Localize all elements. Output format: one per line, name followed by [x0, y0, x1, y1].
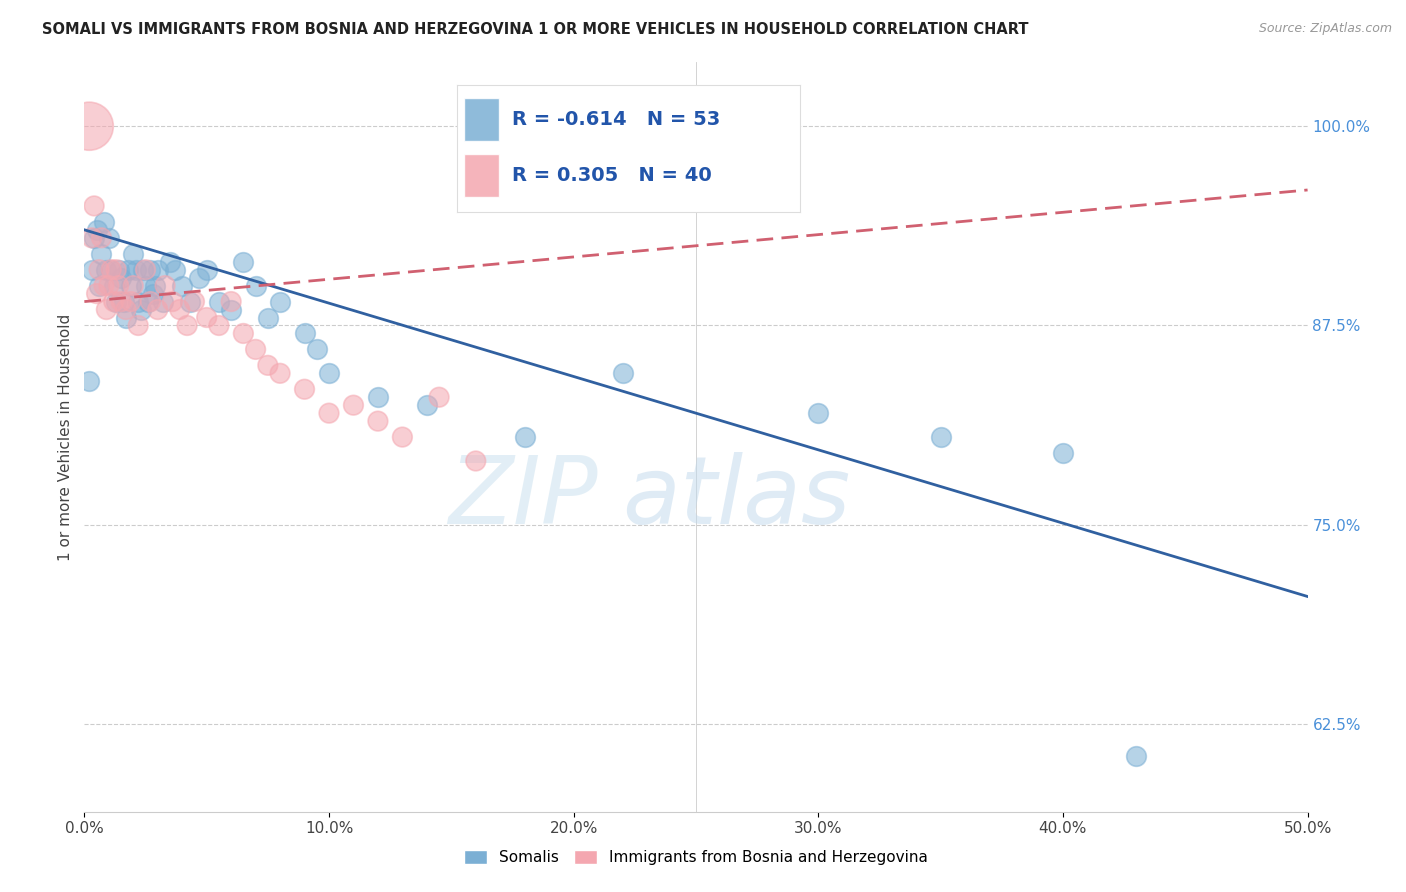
- Point: [80, 231, 103, 245]
- Point: [219, 294, 242, 309]
- Point: [77, 374, 100, 388]
- Point: [172, 278, 194, 293]
- Point: [127, 294, 149, 309]
- Point: [929, 430, 952, 444]
- Point: [86, 223, 108, 237]
- Point: [105, 294, 128, 309]
- Point: [1125, 748, 1147, 763]
- Point: [80, 262, 103, 277]
- Point: [427, 390, 450, 404]
- Point: [135, 262, 157, 277]
- Point: [83, 199, 105, 213]
- Point: [142, 286, 165, 301]
- Point: [152, 294, 174, 309]
- Point: [112, 294, 135, 309]
- Point: [135, 278, 157, 293]
- Point: [232, 254, 254, 268]
- Point: [146, 302, 169, 317]
- Point: [208, 318, 231, 333]
- Point: [257, 310, 280, 325]
- Point: [115, 302, 138, 317]
- Point: [87, 278, 110, 293]
- Point: [103, 294, 125, 309]
- Point: [257, 359, 280, 373]
- Point: [120, 278, 142, 293]
- Point: [342, 398, 364, 412]
- Point: [146, 262, 169, 277]
- Point: [391, 430, 413, 444]
- Text: SOMALI VS IMMIGRANTS FROM BOSNIA AND HERZEGOVINA 1 OR MORE VEHICLES IN HOUSEHOLD: SOMALI VS IMMIGRANTS FROM BOSNIA AND HER…: [42, 22, 1029, 37]
- Point: [105, 262, 128, 277]
- Point: [159, 254, 181, 268]
- Point: [110, 294, 132, 309]
- Text: atlas: atlas: [623, 451, 851, 542]
- Point: [100, 262, 122, 277]
- Point: [162, 294, 184, 309]
- Point: [97, 278, 120, 293]
- Point: [117, 262, 139, 277]
- Point: [139, 262, 162, 277]
- Point: [96, 302, 118, 317]
- Point: [127, 318, 149, 333]
- Point: [464, 454, 486, 468]
- Point: [232, 326, 254, 341]
- Point: [208, 294, 231, 309]
- Legend: Somalis, Immigrants from Bosnia and Herzegovina: Somalis, Immigrants from Bosnia and Herz…: [458, 844, 934, 871]
- Point: [77, 119, 100, 133]
- Point: [513, 430, 536, 444]
- Point: [163, 262, 186, 277]
- Point: [195, 310, 218, 325]
- Text: Source: ZipAtlas.com: Source: ZipAtlas.com: [1258, 22, 1392, 36]
- Text: ZIP: ZIP: [449, 451, 598, 542]
- Point: [90, 246, 112, 260]
- Point: [179, 294, 201, 309]
- Point: [219, 302, 242, 317]
- Point: [122, 246, 145, 260]
- Point: [115, 310, 138, 325]
- Point: [136, 294, 159, 309]
- Point: [100, 262, 122, 277]
- Point: [90, 231, 112, 245]
- Point: [183, 294, 205, 309]
- Point: [86, 286, 108, 301]
- Point: [269, 367, 291, 381]
- Point: [132, 262, 155, 277]
- Point: [139, 294, 162, 309]
- Point: [125, 262, 148, 277]
- Point: [169, 302, 191, 317]
- Point: [122, 278, 145, 293]
- Point: [110, 270, 132, 285]
- Point: [120, 294, 142, 309]
- Point: [188, 270, 211, 285]
- Point: [305, 343, 328, 357]
- Point: [83, 231, 105, 245]
- Point: [318, 367, 340, 381]
- Point: [367, 390, 389, 404]
- Point: [143, 278, 166, 293]
- Point: [93, 278, 115, 293]
- Point: [245, 278, 267, 293]
- Point: [612, 367, 634, 381]
- Point: [294, 382, 316, 396]
- Point: [195, 262, 218, 277]
- Point: [107, 262, 129, 277]
- Point: [269, 294, 291, 309]
- Point: [93, 215, 115, 229]
- Point: [103, 278, 125, 293]
- Point: [97, 231, 120, 245]
- Point: [807, 406, 830, 420]
- Point: [245, 343, 267, 357]
- Point: [96, 262, 118, 277]
- Point: [176, 318, 198, 333]
- Point: [107, 278, 129, 293]
- Point: [318, 406, 340, 420]
- Point: [87, 262, 110, 277]
- Point: [153, 278, 176, 293]
- Point: [294, 326, 316, 341]
- Point: [416, 398, 439, 412]
- Point: [129, 302, 152, 317]
- Point: [1052, 446, 1074, 460]
- Y-axis label: 1 or more Vehicles in Household: 1 or more Vehicles in Household: [58, 313, 73, 561]
- Point: [367, 414, 389, 428]
